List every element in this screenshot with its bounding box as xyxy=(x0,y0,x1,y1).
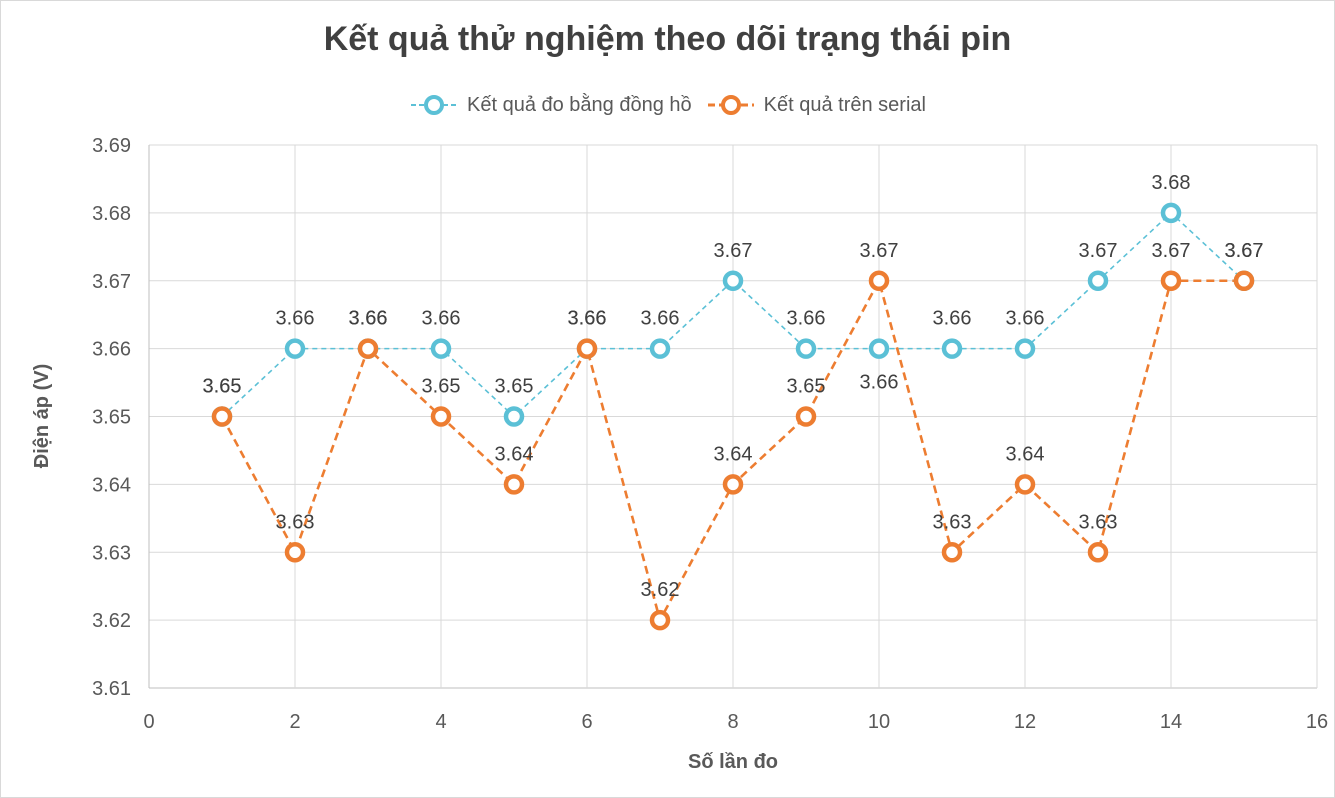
data-label-series-0: 3.66 xyxy=(276,308,315,330)
data-point-series-1 xyxy=(795,406,817,427)
data-label-series-1: 3.65 xyxy=(203,376,242,398)
data-point-series-1 xyxy=(430,406,452,427)
data-label-series-0: 3.65 xyxy=(203,376,242,398)
tick-labels: 3.61 3.62 3.63 3.64 3.65 3.66 3.67 3.68 3.69 0 2 4 6… xyxy=(92,135,1328,733)
x-tick-label: 6 xyxy=(581,711,592,733)
y-axis-title: Điện áp (V) xyxy=(31,364,53,468)
data-point-series-0 xyxy=(868,338,890,359)
data-point-series-1 xyxy=(503,474,525,495)
data-point-series-1 xyxy=(868,270,890,291)
data-label-series-0: 3.66 xyxy=(787,308,826,330)
data-label-series-0: 3.66 xyxy=(349,308,388,330)
data-point-series-0 xyxy=(430,338,452,359)
data-label-series-1: 3.62 xyxy=(641,579,680,601)
data-label-series-1: 3.66 xyxy=(568,308,607,330)
data-point-series-1 xyxy=(649,609,671,631)
data-label-series-1: 3.63 xyxy=(933,511,972,533)
data-label-series-1: 3.63 xyxy=(1079,511,1118,533)
x-tick-label: 16 xyxy=(1306,711,1328,733)
data-point-series-1 xyxy=(357,338,379,359)
data-point-series-1 xyxy=(576,338,598,359)
data-point-series-0 xyxy=(284,338,306,359)
chart-title: Kết quả thử nghiệm theo dõi trạng thái p… xyxy=(323,20,1012,58)
data-point-series-0 xyxy=(795,338,817,359)
y-tick-label: 3.64 xyxy=(92,474,131,496)
data-label-series-0: 3.66 xyxy=(1006,308,1045,330)
data-point-series-1 xyxy=(1233,270,1255,291)
data-points xyxy=(211,202,1255,631)
data-point-series-1 xyxy=(1160,270,1182,291)
data-label-series-1: 3.67 xyxy=(1152,240,1191,262)
data-point-series-0 xyxy=(1014,338,1036,359)
data-label-series-0: 3.66 xyxy=(568,308,607,330)
legend-marker-serial xyxy=(707,95,754,115)
gridlines xyxy=(148,144,1318,689)
data-point-series-1 xyxy=(1014,474,1036,495)
data-label-series-0: 3.66 xyxy=(933,308,972,330)
data-point-series-0 xyxy=(941,338,963,359)
data-label-series-1: 3.65 xyxy=(422,376,461,398)
y-tick-label: 3.66 xyxy=(92,339,131,361)
data-label-series-0: 3.68 xyxy=(1152,172,1191,194)
legend-label-serial: Kết quả trên serial xyxy=(763,93,926,116)
y-tick-label: 3.63 xyxy=(92,542,131,564)
y-tick-label: 3.68 xyxy=(92,203,131,225)
legend-marker-meter xyxy=(411,95,457,115)
data-point-series-0 xyxy=(503,406,525,427)
data-label-series-0: 3.67 xyxy=(714,240,753,262)
data-point-series-1 xyxy=(941,542,963,563)
x-tick-label: 0 xyxy=(143,711,154,733)
data-label-series-0: 3.65 xyxy=(495,376,534,398)
data-labels: 3.65 3.66 3.66 3.66 3.65 3.66 3.66 3.67 3.66 3.66… xyxy=(203,172,1264,601)
x-tick-label: 14 xyxy=(1160,711,1182,733)
data-point-series-1 xyxy=(211,406,233,427)
data-label-series-1: 3.63 xyxy=(276,511,315,533)
y-tick-label: 3.67 xyxy=(92,271,131,293)
data-label-series-1: 3.65 xyxy=(787,376,826,398)
legend-item-serial: Kết quả trên serial xyxy=(706,92,926,118)
x-tick-label: 2 xyxy=(289,711,300,733)
legend: Kết quả đo bằng đồng hồ Kết quả trên ser… xyxy=(0,92,1335,118)
data-label-series-0: 3.66 xyxy=(422,308,461,330)
data-point-series-0 xyxy=(722,270,744,291)
data-point-series-1 xyxy=(1087,542,1109,563)
data-point-series-0 xyxy=(1160,202,1182,224)
y-tick-label: 3.69 xyxy=(92,135,131,157)
data-point-series-0 xyxy=(1087,270,1109,291)
data-label-series-1: 3.67 xyxy=(1225,240,1264,262)
y-tick-label: 3.61 xyxy=(92,678,131,700)
data-label-series-1: 3.64 xyxy=(495,443,534,465)
data-label-series-1: 3.64 xyxy=(1006,443,1045,465)
data-point-series-1 xyxy=(284,542,306,563)
series-line-0 xyxy=(221,211,1245,418)
data-label-series-1: 3.67 xyxy=(860,240,899,262)
x-tick-label: 10 xyxy=(868,711,890,733)
data-point-series-1 xyxy=(722,474,744,495)
y-tick-label: 3.62 xyxy=(92,610,131,632)
x-tick-label: 12 xyxy=(1014,711,1036,733)
data-point-series-0 xyxy=(649,338,671,359)
data-label-series-1: 3.66 xyxy=(349,308,388,330)
data-label-series-0: 3.67 xyxy=(1079,240,1118,262)
y-tick-label: 3.65 xyxy=(92,407,131,429)
data-label-series-0: 3.66 xyxy=(860,372,899,394)
x-tick-label: 8 xyxy=(727,711,738,733)
data-label-series-0: 3.66 xyxy=(641,308,680,330)
data-label-series-0: 3.67 xyxy=(1225,240,1264,262)
x-axis-title: Số lần đo xyxy=(688,751,778,773)
data-label-series-1: 3.64 xyxy=(714,443,753,465)
legend-item-meter: Kết quả đo bằng đồng hồ xyxy=(409,92,692,118)
legend-label-meter: Kết quả đo bằng đồng hồ xyxy=(467,93,692,116)
x-tick-label: 4 xyxy=(435,711,446,733)
